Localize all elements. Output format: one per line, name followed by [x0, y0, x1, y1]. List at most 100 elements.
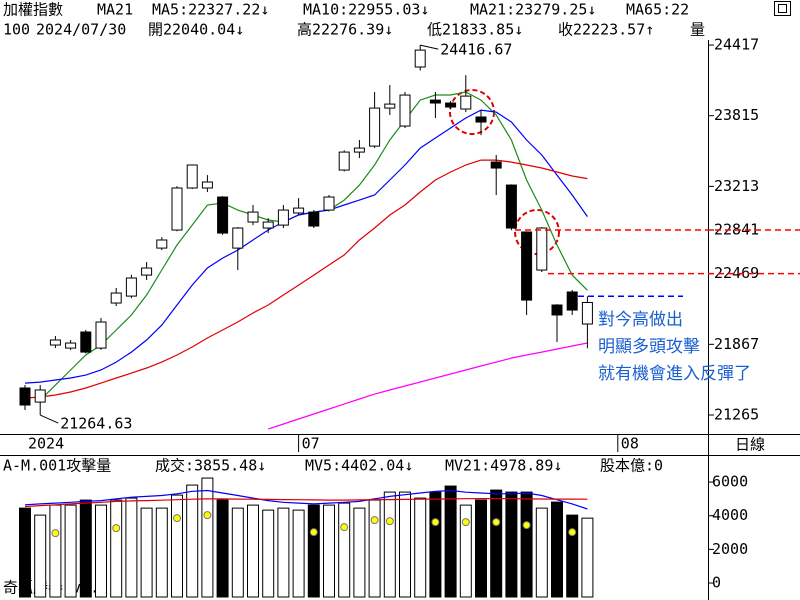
volume-bar — [231, 507, 244, 598]
volume-bar — [338, 502, 351, 598]
volume-bar — [505, 491, 518, 598]
frame — [0, 40, 800, 600]
volume-bar — [459, 504, 472, 598]
period: 日線 — [735, 436, 765, 454]
candle-body — [156, 239, 168, 249]
candle-body — [460, 95, 472, 110]
volume-bar — [323, 504, 335, 598]
volume-bar — [155, 507, 168, 598]
candle-body — [217, 196, 229, 234]
indicator-dot — [173, 514, 181, 523]
candle-body — [551, 304, 563, 316]
candle-body — [521, 231, 533, 301]
indicator-dot — [568, 528, 577, 537]
candle-body — [490, 161, 502, 169]
volume-bar — [110, 499, 123, 598]
candle-body — [536, 227, 548, 271]
candle-body — [414, 49, 426, 68]
annotation: 明顯多頭攻擊 — [598, 337, 700, 357]
candle-body — [80, 331, 92, 353]
y-tick-label: 0 — [712, 574, 721, 592]
indicator-dot — [309, 528, 318, 537]
title: 加權指數 — [3, 1, 63, 19]
volume-bar — [34, 514, 47, 598]
volume-bar — [262, 509, 275, 598]
candle-body — [581, 301, 593, 325]
volume-bar — [201, 477, 214, 598]
volume-bar — [79, 499, 92, 598]
volume-bar — [429, 491, 442, 598]
volume-bar — [64, 504, 77, 598]
x-tick-label: 07 — [302, 435, 320, 453]
indicator-dot — [203, 511, 212, 520]
legend-entry: 成交:3855.48↓ — [155, 457, 266, 475]
y-tick-label: 2000 — [712, 540, 748, 558]
candle-body — [65, 342, 77, 349]
ma-line — [268, 342, 588, 430]
candle-body — [505, 184, 517, 229]
volume-bar — [49, 504, 62, 598]
candle-body — [475, 116, 487, 123]
window-icon[interactable] — [774, 1, 791, 16]
legend-entry: MV21:4978.89↓ — [445, 457, 562, 475]
y-tick-label: 4000 — [712, 506, 748, 524]
x-tick-label: 2024 — [28, 435, 64, 453]
candle-body — [293, 207, 305, 214]
indicator-dot — [385, 517, 394, 526]
volume-bar — [140, 507, 153, 598]
indicator-dot — [370, 516, 379, 525]
candle-body — [399, 94, 411, 127]
info: 開22040.04↓ — [148, 21, 244, 39]
candle-body — [95, 321, 107, 349]
indicator-dot — [51, 529, 60, 538]
candle-body — [171, 187, 183, 231]
candle-body — [110, 292, 122, 304]
callout-line — [39, 414, 59, 424]
y-tick-label: 22469 — [714, 264, 759, 282]
volume-bar — [19, 507, 31, 598]
ma-line — [24, 159, 588, 399]
candle-body — [262, 221, 274, 229]
volume-bar — [399, 491, 411, 598]
volume-bar — [247, 504, 259, 598]
candle-body — [323, 196, 335, 211]
candle-body — [141, 267, 153, 276]
volume-bar — [186, 484, 199, 598]
candle-body — [186, 164, 198, 189]
annotation: 就有機會進入反彈了 — [598, 364, 751, 384]
indicator-dot — [522, 521, 531, 530]
mv-line — [24, 498, 588, 508]
candle-body — [566, 291, 578, 311]
info: 100 — [3, 21, 30, 39]
subtitle: MA21 — [97, 1, 133, 19]
candle-body — [232, 227, 244, 249]
indicator-dot — [461, 518, 470, 527]
volume-bar — [383, 491, 396, 598]
volume-bar — [444, 485, 457, 598]
legend-entry: MA10:22955.03↓ — [303, 1, 429, 19]
legend-entry: MV5:4402.04↓ — [305, 457, 413, 475]
indicator-dot — [492, 518, 501, 527]
y-tick-label: 23815 — [714, 106, 759, 124]
info: 量 — [690, 21, 705, 39]
low-label: 21264.63 — [60, 415, 132, 433]
ma-line — [24, 109, 588, 384]
volume-bar — [292, 509, 305, 598]
candle-body — [369, 107, 381, 147]
x-tick-label: 08 — [621, 435, 639, 453]
volume-bar — [490, 489, 503, 598]
volume-bar — [171, 494, 183, 598]
info: 收22223.57↑ — [558, 21, 654, 39]
candle-body — [49, 339, 61, 346]
annotation: 對今高做出 — [598, 310, 683, 330]
volume-bar — [475, 499, 487, 598]
indicator-dot — [431, 518, 440, 527]
y-tick-label: 23213 — [714, 177, 759, 195]
volume-bar — [216, 499, 229, 598]
info: 低21833.85↓ — [427, 21, 523, 39]
candle-body — [445, 102, 457, 108]
volume-bar — [566, 514, 579, 598]
candle-body — [353, 147, 365, 153]
volume-bar — [95, 504, 107, 598]
